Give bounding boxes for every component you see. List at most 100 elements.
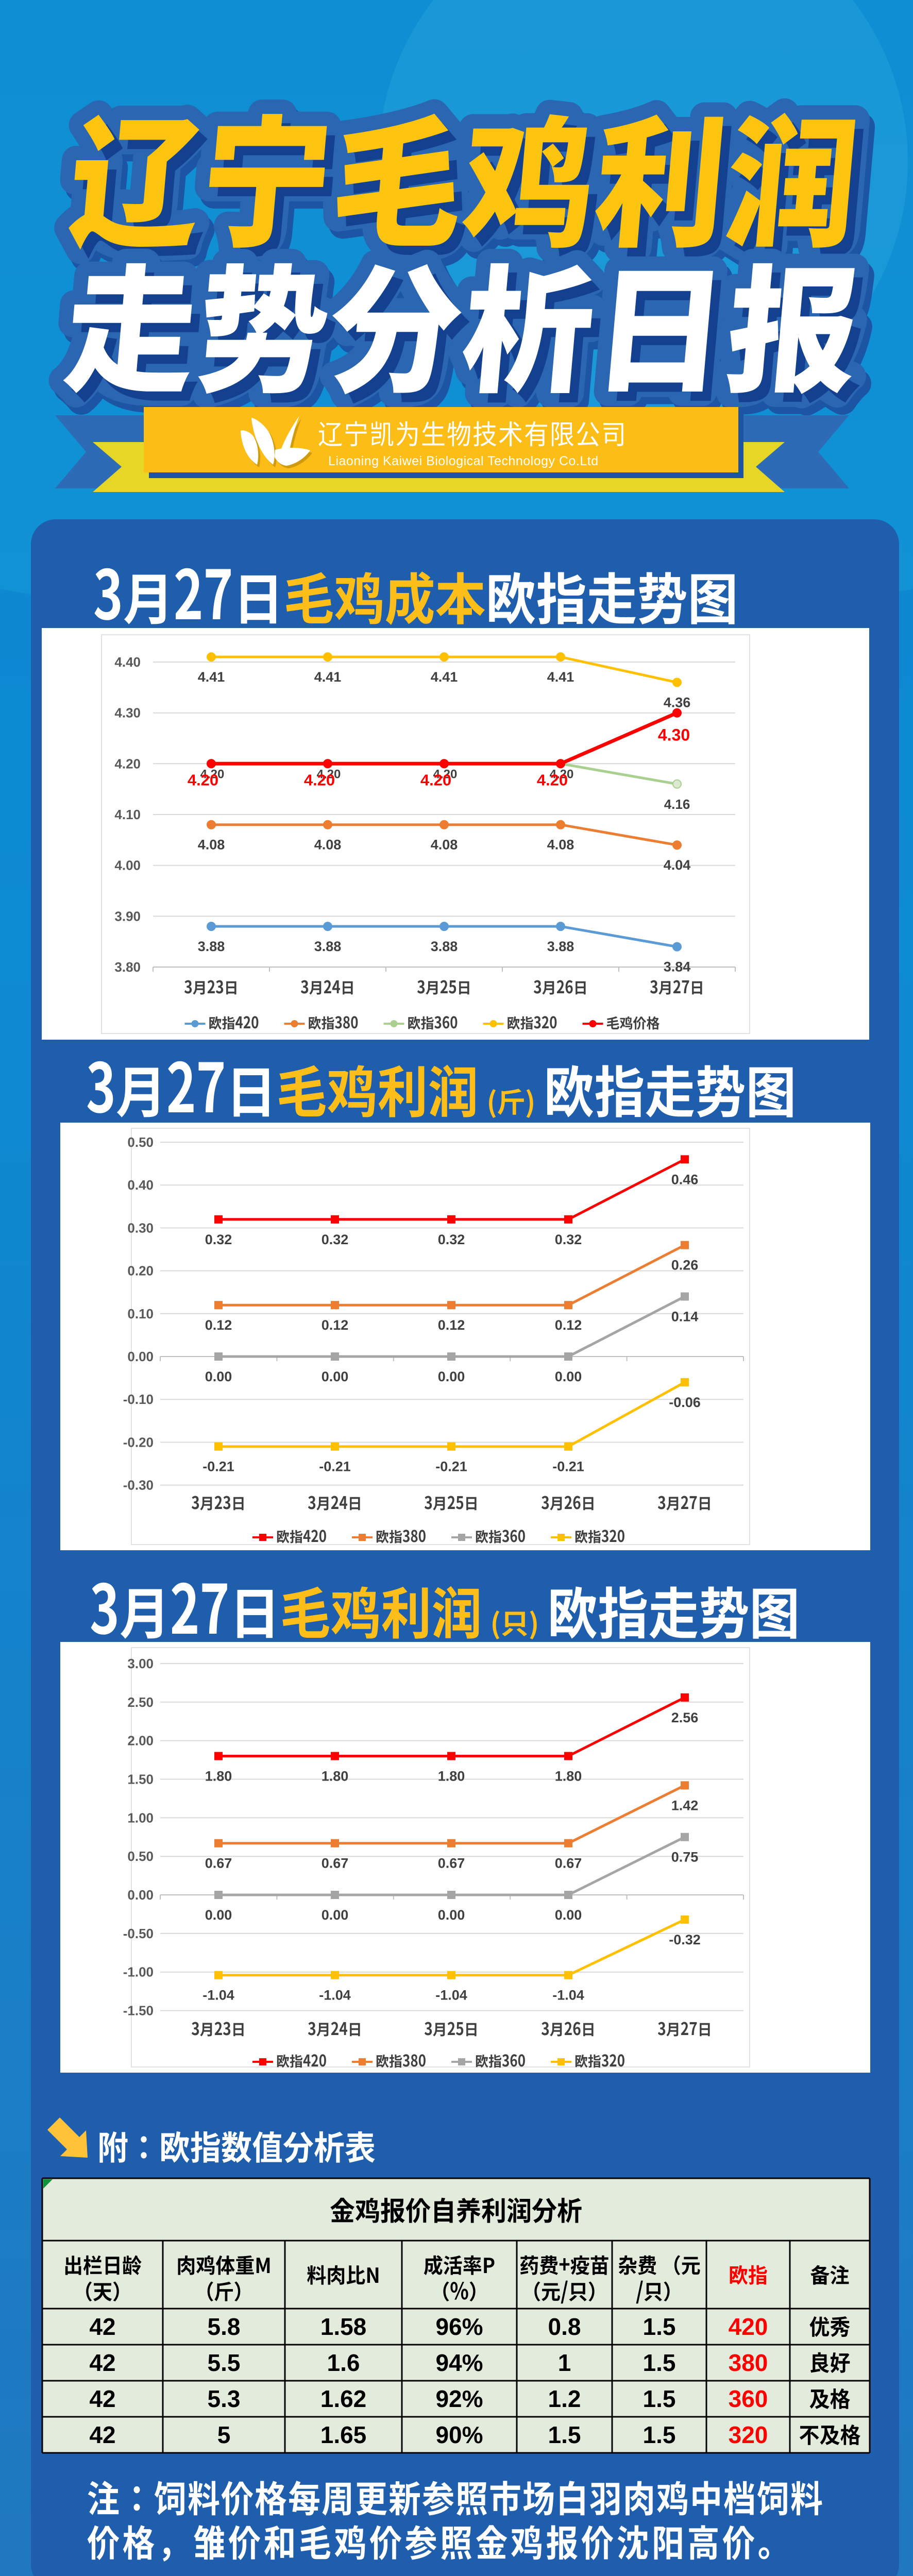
svg-text:1.80: 1.80: [322, 1769, 349, 1784]
svg-text:0.67: 0.67: [205, 1856, 232, 1871]
svg-text:-1.50: -1.50: [123, 2003, 154, 2019]
svg-text:0.67: 0.67: [322, 1856, 349, 1871]
svg-text:0.00: 0.00: [322, 1369, 349, 1384]
svg-text:4.20: 4.20: [317, 767, 341, 781]
svg-text:4.30: 4.30: [114, 705, 141, 721]
svg-text:0.12: 0.12: [555, 1317, 582, 1333]
svg-text:42: 42: [89, 2385, 115, 2412]
svg-text:0.10: 0.10: [127, 1306, 154, 1321]
svg-text:5: 5: [217, 2421, 231, 2448]
svg-text:4.41: 4.41: [547, 669, 574, 685]
svg-text:1.5: 1.5: [643, 2421, 676, 2448]
svg-text:Liaoning Kaiwei Biological Tec: Liaoning Kaiwei Biological Technology Co…: [328, 454, 599, 468]
svg-text:-0.06: -0.06: [669, 1395, 701, 1410]
svg-text:0.50: 0.50: [127, 1134, 154, 1150]
svg-text:0.40: 0.40: [127, 1177, 154, 1193]
svg-text:1.5: 1.5: [643, 2349, 676, 2376]
svg-text:0.32: 0.32: [438, 1232, 465, 1247]
svg-text:4.41: 4.41: [431, 669, 458, 685]
svg-text:-1.04: -1.04: [202, 1988, 234, 2003]
svg-text:1.42: 1.42: [671, 1798, 699, 1813]
svg-text:4.08: 4.08: [431, 837, 458, 853]
svg-text:-1.04: -1.04: [319, 1988, 351, 2003]
svg-text:1.65: 1.65: [320, 2421, 367, 2448]
svg-text:1.80: 1.80: [438, 1769, 465, 1784]
svg-text:1.80: 1.80: [555, 1769, 582, 1784]
svg-text:-0.21: -0.21: [202, 1459, 234, 1475]
svg-text:0.00: 0.00: [205, 1907, 232, 1923]
svg-text:2.00: 2.00: [127, 1733, 154, 1749]
svg-text:0.00: 0.00: [555, 1907, 582, 1923]
svg-text:4.20: 4.20: [114, 756, 141, 771]
svg-text:3.80: 3.80: [114, 959, 141, 975]
svg-text:0.00: 0.00: [438, 1907, 465, 1923]
svg-text:4.20: 4.20: [304, 771, 335, 789]
svg-text:4.08: 4.08: [198, 837, 225, 853]
svg-text:4.40: 4.40: [114, 654, 141, 670]
svg-text:4.00: 4.00: [114, 858, 141, 873]
svg-text:4.10: 4.10: [114, 807, 141, 822]
svg-text:5.3: 5.3: [208, 2385, 241, 2412]
svg-text:1.5: 1.5: [643, 2313, 676, 2340]
svg-text:-1.04: -1.04: [552, 1988, 584, 2003]
svg-text:0.12: 0.12: [322, 1317, 349, 1333]
svg-text:-0.30: -0.30: [123, 1478, 154, 1493]
svg-text:-0.21: -0.21: [435, 1459, 467, 1475]
svg-text:0.32: 0.32: [322, 1232, 349, 1247]
svg-text:0.12: 0.12: [438, 1317, 465, 1333]
svg-text:1.2: 1.2: [548, 2385, 581, 2412]
svg-text:2.56: 2.56: [671, 1710, 699, 1725]
svg-text:3.88: 3.88: [431, 939, 458, 954]
svg-text:0.46: 0.46: [671, 1172, 699, 1187]
svg-text:4.20: 4.20: [433, 767, 458, 781]
svg-text:3.00: 3.00: [127, 1656, 154, 1671]
svg-text:0.20: 0.20: [127, 1263, 154, 1279]
svg-text:-1.04: -1.04: [435, 1988, 467, 2003]
svg-text:3.88: 3.88: [198, 939, 225, 954]
svg-text:0.50: 0.50: [127, 1849, 154, 1864]
svg-text:4.41: 4.41: [314, 669, 342, 685]
svg-text:0.32: 0.32: [555, 1232, 582, 1247]
svg-text:0.00: 0.00: [555, 1369, 582, 1384]
svg-text:-0.32: -0.32: [669, 1932, 701, 1947]
svg-text:0.00: 0.00: [127, 1349, 154, 1364]
svg-text:4.20: 4.20: [188, 771, 218, 789]
svg-text:-0.21: -0.21: [319, 1459, 351, 1475]
svg-text:3.88: 3.88: [547, 939, 574, 954]
svg-text:5.5: 5.5: [208, 2349, 241, 2376]
svg-text:92%: 92%: [435, 2385, 483, 2412]
svg-text:1.80: 1.80: [205, 1769, 232, 1784]
svg-text:-1.00: -1.00: [123, 1964, 154, 1980]
svg-text:-0.20: -0.20: [123, 1434, 154, 1450]
svg-text:90%: 90%: [435, 2421, 483, 2448]
svg-text:320: 320: [729, 2421, 768, 2448]
svg-text:0.30: 0.30: [127, 1220, 154, 1235]
svg-text:0.32: 0.32: [205, 1232, 232, 1247]
svg-text:0.00: 0.00: [322, 1907, 349, 1923]
svg-text:4.20: 4.20: [550, 767, 574, 781]
svg-text:380: 380: [729, 2349, 768, 2376]
svg-text:0.67: 0.67: [555, 1856, 582, 1871]
svg-text:96%: 96%: [435, 2313, 483, 2340]
svg-text:1.6: 1.6: [327, 2349, 360, 2376]
svg-text:-0.10: -0.10: [123, 1392, 154, 1407]
svg-text:4.20: 4.20: [537, 771, 568, 789]
svg-text:1.58: 1.58: [320, 2313, 367, 2340]
svg-text:4.20: 4.20: [420, 771, 451, 789]
svg-text:4.04: 4.04: [664, 857, 691, 873]
svg-text:1: 1: [558, 2349, 571, 2376]
svg-text:3.90: 3.90: [114, 908, 141, 924]
svg-text:-0.21: -0.21: [552, 1459, 584, 1475]
svg-text:4.41: 4.41: [198, 669, 225, 685]
svg-text:4.08: 4.08: [547, 837, 574, 853]
svg-text:420: 420: [729, 2313, 768, 2340]
svg-text:1.5: 1.5: [548, 2421, 581, 2448]
svg-text:1.50: 1.50: [127, 1771, 154, 1787]
svg-text:0.00: 0.00: [205, 1369, 232, 1384]
svg-text:0.67: 0.67: [438, 1856, 465, 1871]
svg-text:1.62: 1.62: [320, 2385, 367, 2412]
svg-text:1.00: 1.00: [127, 1810, 154, 1825]
svg-text:42: 42: [89, 2313, 115, 2340]
svg-text:4.16: 4.16: [664, 796, 690, 812]
svg-text:5.8: 5.8: [208, 2313, 241, 2340]
